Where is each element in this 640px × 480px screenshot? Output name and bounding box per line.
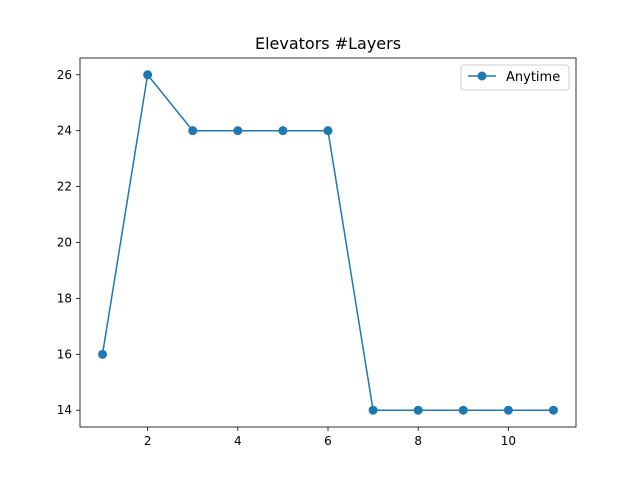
data-point [503,405,513,415]
y-tick-label: 20 [57,236,72,250]
legend: Anytime [460,64,570,91]
legend-label: Anytime [506,70,560,85]
y-tick-label: 14 [57,403,72,417]
data-point [98,349,108,359]
y-tick-label: 26 [57,68,72,82]
y-tick-label: 18 [57,291,72,305]
y-tick-label: 24 [57,124,72,138]
x-tick-label: 8 [414,434,422,448]
x-tick-label: 4 [234,434,242,448]
y-tick-label: 16 [57,347,72,361]
data-point [233,126,243,136]
data-point [143,70,153,80]
data-point [188,126,198,136]
data-point [368,405,378,415]
x-tick-label: 6 [324,434,332,448]
y-axis: 14 16 18 20 22 24 26 [57,68,80,417]
legend-box [460,64,570,91]
x-tick-label: 10 [501,434,516,448]
data-point [278,126,288,136]
data-point [323,126,333,136]
data-point [413,405,423,415]
chart-title: Elevators #Layers [255,34,401,53]
series-layer [98,70,558,415]
data-point [458,405,468,415]
data-point [548,405,558,415]
x-tick-label: 2 [144,434,152,448]
x-axis: 2 4 6 8 10 [144,427,516,448]
legend-marker-swatch [477,71,487,81]
y-tick-label: 22 [57,180,72,194]
